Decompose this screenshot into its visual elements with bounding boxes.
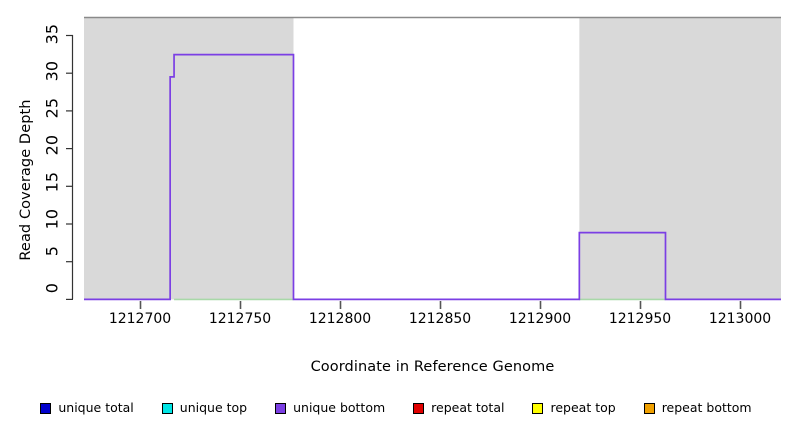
x-axis-title: Coordinate in Reference Genome: [310, 359, 555, 375]
shaded-region-left: [84, 17, 294, 300]
legend-item-repeat-bottom[interactable]: repeat bottom: [643, 399, 752, 415]
legend-swatch-icon-repeat-top: [532, 402, 544, 414]
shaded-region-right: [579, 17, 781, 300]
legend-swatch-icon-repeat-bottom: [643, 402, 655, 414]
series-line-unique-bottom: [84, 53, 781, 301]
legend-item-unique-bottom[interactable]: unique bottom: [275, 399, 386, 415]
x-tick-label-1212800: 1212800: [308, 311, 372, 327]
chart-legend: unique total unique top unique bottom re…: [0, 396, 792, 420]
x-tick-label-1212700: 1212700: [108, 311, 172, 327]
x-tick-label-1212900: 1212900: [508, 311, 572, 327]
legend-item-unique-top[interactable]: unique top: [161, 399, 248, 415]
legend-item-repeat-top[interactable]: repeat top: [532, 399, 616, 415]
x-tick-label-1212850: 1212850: [408, 311, 472, 327]
legend-label-repeat-bottom: repeat bottom: [661, 399, 752, 415]
chart-figure: Read Coverage Depth Coordinate in Refere…: [18, 16, 781, 375]
legend-item-unique-total[interactable]: unique total: [40, 399, 134, 415]
legend-label-unique-top: unique top: [179, 399, 248, 415]
legend-label-repeat-total: repeat total: [431, 399, 505, 415]
legend-label-unique-total: unique total: [58, 399, 134, 415]
legend-item-repeat-total[interactable]: repeat total: [413, 399, 505, 415]
legend-label-repeat-top: repeat top: [550, 399, 616, 415]
x-tick-label-1212750: 1212750: [208, 311, 272, 327]
legend-swatch-icon-unique-bottom: [275, 402, 287, 414]
legend-swatch-icon-unique-total: [40, 402, 52, 414]
legend-swatch-icon-repeat-total: [413, 402, 425, 414]
legend-label-unique-bottom: unique bottom: [293, 399, 386, 415]
plot-canvas: [66, 16, 781, 309]
x-tick-label-1212950: 1212950: [608, 311, 672, 327]
x-tick-label-1213000: 1213000: [708, 311, 772, 327]
legend-swatch-icon-unique-top: [161, 402, 173, 414]
